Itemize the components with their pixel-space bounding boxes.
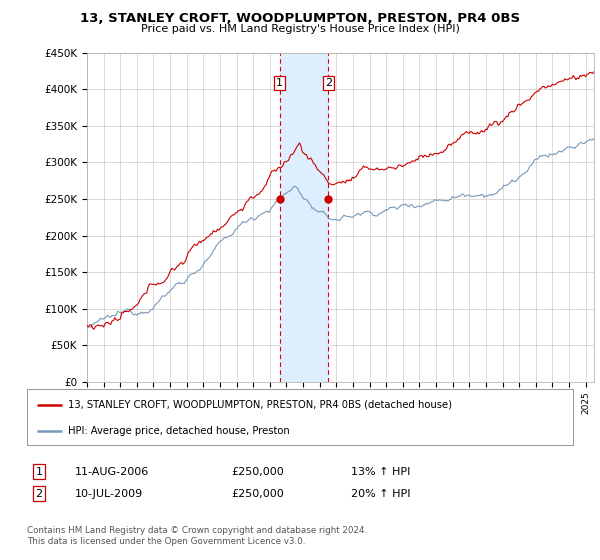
- Text: 1: 1: [277, 78, 283, 88]
- Text: 10-JUL-2009: 10-JUL-2009: [75, 489, 143, 499]
- Bar: [280, 53, 328, 382]
- Text: 13, STANLEY CROFT, WOODPLUMPTON, PRESTON, PR4 0BS: 13, STANLEY CROFT, WOODPLUMPTON, PRESTON…: [80, 12, 520, 25]
- Text: £250,000: £250,000: [231, 466, 284, 477]
- Text: Price paid vs. HM Land Registry's House Price Index (HPI): Price paid vs. HM Land Registry's House …: [140, 24, 460, 34]
- Text: HPI: Average price, detached house, Preston: HPI: Average price, detached house, Pres…: [68, 426, 290, 436]
- Text: 2: 2: [35, 489, 43, 499]
- Text: 2: 2: [325, 78, 332, 88]
- Text: 11-AUG-2006: 11-AUG-2006: [75, 466, 149, 477]
- Text: 13, STANLEY CROFT, WOODPLUMPTON, PRESTON, PR4 0BS (detached house): 13, STANLEY CROFT, WOODPLUMPTON, PRESTON…: [68, 400, 452, 410]
- Text: 20% ↑ HPI: 20% ↑ HPI: [351, 489, 410, 499]
- Text: 13% ↑ HPI: 13% ↑ HPI: [351, 466, 410, 477]
- Text: Contains HM Land Registry data © Crown copyright and database right 2024.
This d: Contains HM Land Registry data © Crown c…: [27, 526, 367, 546]
- Text: £250,000: £250,000: [231, 489, 284, 499]
- Text: 1: 1: [35, 466, 43, 477]
